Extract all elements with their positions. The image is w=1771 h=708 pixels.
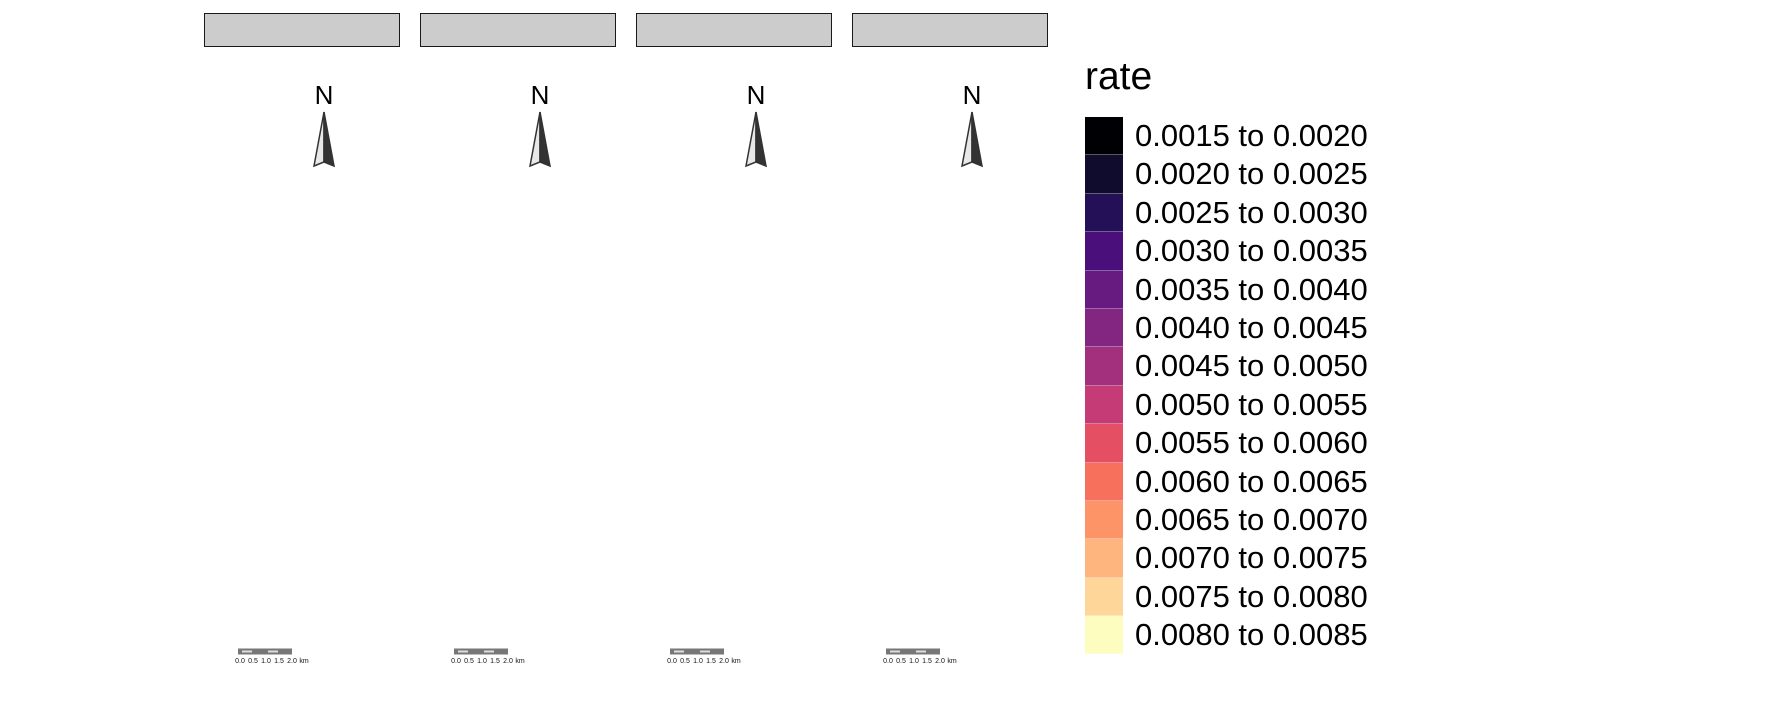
legend-item-label: 0.0055 to 0.0060 bbox=[1135, 425, 1368, 461]
legend-item: 0.0075 to 0.0080 bbox=[1085, 577, 1445, 617]
facet-strip bbox=[636, 13, 832, 47]
scale-tick-label: 1.0 bbox=[693, 658, 703, 665]
legend-item: 0.0030 to 0.0035 bbox=[1085, 232, 1445, 271]
legend-swatch bbox=[1085, 308, 1123, 348]
legend-item: 0.0035 to 0.0040 bbox=[1085, 270, 1445, 309]
scale-unit-label: km bbox=[731, 658, 741, 665]
scale-bar: 0.0 0.5 1.0 1.5 2.0 km bbox=[882, 648, 992, 668]
scale-tick-label: 1.0 bbox=[477, 658, 487, 665]
north-arrow-icon: N bbox=[738, 80, 774, 170]
scale-bar: 0.0 0.5 1.0 1.5 2.0 km bbox=[450, 648, 560, 668]
north-label: N bbox=[746, 80, 766, 110]
scale-tick-label: 0.0 bbox=[235, 658, 245, 665]
legend-swatch bbox=[1085, 616, 1123, 655]
legend-item-label: 0.0060 to 0.0065 bbox=[1135, 463, 1368, 499]
scale-unit-label: km bbox=[515, 658, 525, 665]
map-panel-2: N 0.0 0.5 1.0 1.5 2.0 km bbox=[420, 0, 616, 708]
scale-tick-label: 0.0 bbox=[667, 658, 677, 665]
scale-tick-label: 2.0 bbox=[503, 658, 513, 665]
scale-bar: 0.0 0.5 1.0 1.5 2.0 km bbox=[234, 648, 344, 668]
facet-strip bbox=[204, 13, 400, 47]
scale-tick-label: 1.5 bbox=[490, 658, 500, 665]
legend-item-label: 0.0030 to 0.0035 bbox=[1135, 233, 1368, 269]
scale-tick-label: 0.5 bbox=[248, 658, 258, 665]
north-arrow-icon: N bbox=[306, 80, 342, 170]
scale-tick-label: 0.0 bbox=[451, 658, 461, 665]
legend-item: 0.0060 to 0.0065 bbox=[1085, 462, 1445, 501]
legend-swatch bbox=[1085, 155, 1123, 194]
legend-item-label: 0.0080 to 0.0085 bbox=[1135, 617, 1368, 653]
legend-title: rate bbox=[1085, 55, 1153, 98]
legend-swatch bbox=[1085, 424, 1123, 463]
legend-item-label: 0.0045 to 0.0050 bbox=[1135, 348, 1368, 384]
facet-strip bbox=[420, 13, 616, 47]
legend-item-label: 0.0075 to 0.0080 bbox=[1135, 578, 1368, 614]
legend-swatch bbox=[1085, 347, 1123, 386]
legend-item-label: 0.0040 to 0.0045 bbox=[1135, 309, 1368, 345]
legend-item: 0.0015 to 0.0020 bbox=[1085, 117, 1445, 156]
north-arrow-icon: N bbox=[522, 80, 558, 170]
map-panel-1: N 0.0 0.5 1.0 1.5 2.0 km bbox=[204, 0, 400, 708]
north-label: N bbox=[314, 80, 334, 110]
scale-unit-label: km bbox=[947, 658, 957, 665]
scale-tick-label: 0.5 bbox=[680, 658, 690, 665]
scale-tick-label: 0.5 bbox=[464, 658, 474, 665]
scale-bar: 0.0 0.5 1.0 1.5 2.0 km bbox=[666, 648, 776, 668]
legend-item-label: 0.0025 to 0.0030 bbox=[1135, 194, 1368, 230]
scale-tick-label: 2.0 bbox=[935, 658, 945, 665]
legend-item: 0.0040 to 0.0045 bbox=[1085, 308, 1445, 348]
facet-strip bbox=[852, 13, 1048, 47]
scale-tick-label: 1.0 bbox=[261, 658, 271, 665]
scale-tick-label: 0.5 bbox=[896, 658, 906, 665]
north-label: N bbox=[530, 80, 550, 110]
legend-item-label: 0.0050 to 0.0055 bbox=[1135, 386, 1368, 422]
scale-tick-label: 1.5 bbox=[274, 658, 284, 665]
legend-item-label: 0.0035 to 0.0040 bbox=[1135, 271, 1368, 307]
scale-unit-label: km bbox=[299, 658, 309, 665]
legend-item-label: 0.0065 to 0.0070 bbox=[1135, 501, 1368, 537]
scale-tick-label: 2.0 bbox=[719, 658, 729, 665]
legend-item: 0.0065 to 0.0070 bbox=[1085, 500, 1445, 540]
legend-item-label: 0.0070 to 0.0075 bbox=[1135, 540, 1368, 576]
legend-item: 0.0050 to 0.0055 bbox=[1085, 385, 1445, 425]
north-label: N bbox=[962, 80, 982, 110]
scale-tick-label: 0.0 bbox=[883, 658, 893, 665]
scale-tick-label: 2.0 bbox=[287, 658, 297, 665]
legend-swatch bbox=[1085, 385, 1123, 425]
legend-swatch bbox=[1085, 117, 1123, 156]
north-arrow-icon: N bbox=[954, 80, 990, 170]
map-panel-4: N 0.0 0.5 1.0 1.5 2.0 km bbox=[852, 0, 1048, 708]
legend-item: 0.0080 to 0.0085 bbox=[1085, 616, 1445, 655]
legend-swatch bbox=[1085, 193, 1123, 233]
legend-swatch bbox=[1085, 462, 1123, 501]
legend-swatch bbox=[1085, 577, 1123, 617]
map-panel-3: N 0.0 0.5 1.0 1.5 2.0 km bbox=[636, 0, 832, 708]
legend-item: 0.0070 to 0.0075 bbox=[1085, 539, 1445, 578]
legend-items: 0.0015 to 0.0020 0.0020 to 0.0025 0.0025… bbox=[1085, 117, 1445, 655]
legend-item: 0.0020 to 0.0025 bbox=[1085, 155, 1445, 194]
legend-swatch bbox=[1085, 232, 1123, 271]
legend-item-label: 0.0020 to 0.0025 bbox=[1135, 156, 1368, 192]
scale-tick-label: 1.5 bbox=[922, 658, 932, 665]
legend-swatch bbox=[1085, 500, 1123, 540]
legend-swatch bbox=[1085, 539, 1123, 578]
legend-swatch bbox=[1085, 270, 1123, 309]
legend-item: 0.0025 to 0.0030 bbox=[1085, 193, 1445, 233]
legend-item: 0.0055 to 0.0060 bbox=[1085, 424, 1445, 463]
legend-item: 0.0045 to 0.0050 bbox=[1085, 347, 1445, 386]
legend-item-label: 0.0015 to 0.0020 bbox=[1135, 118, 1368, 153]
scale-tick-label: 1.0 bbox=[909, 658, 919, 665]
scale-tick-label: 1.5 bbox=[706, 658, 716, 665]
